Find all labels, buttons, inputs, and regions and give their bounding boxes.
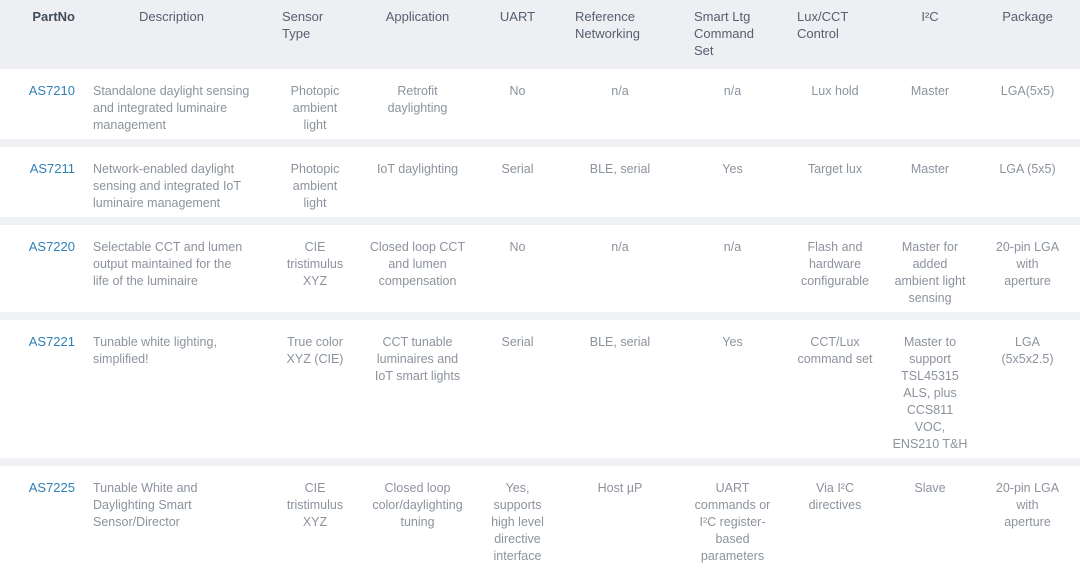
cell-application: IoT daylighting xyxy=(376,162,459,176)
cell-i2c: Slave xyxy=(914,481,946,495)
col-header-label: Package xyxy=(1002,9,1053,24)
cell-package: LGA (5x5) xyxy=(999,162,1056,176)
col-header-label: UART xyxy=(499,9,536,24)
cell-application: Closed loop CCT and lumen compensation xyxy=(369,240,466,288)
cell-smart-ltg-command-set: Yes xyxy=(722,162,743,176)
cell-sensor-type: CIE tristimulus XYZ xyxy=(286,481,344,529)
col-header-package: Package xyxy=(975,0,1080,69)
cell-description: Standalone daylight sensing and integrat… xyxy=(93,84,250,132)
cell-description: Tunable white lighting, simplified! xyxy=(93,335,217,366)
cell-uart: No xyxy=(509,84,526,98)
col-header-label: PartNo xyxy=(32,9,75,24)
cell-i2c: Master xyxy=(910,162,950,176)
table-body: AS7210 Standalone daylight sensing and i… xyxy=(0,69,1080,570)
cell-smart-ltg-command-set: UART commands or I²C register-based para… xyxy=(694,481,771,563)
cell-application: Retrofit daylighting xyxy=(387,84,448,115)
col-header-uart: UART xyxy=(475,0,560,69)
part-number-link[interactable]: AS7210 xyxy=(28,83,75,98)
col-header-smart-ltg-command-set: Smart Ltg Command Set xyxy=(680,0,785,69)
cell-package: 20-pin LGA with aperture xyxy=(995,481,1060,529)
cell-i2c: Master to support TSL45315 ALS, plus CCS… xyxy=(892,335,968,451)
cell-package: LGA (5x5x2.5) xyxy=(1001,335,1054,366)
col-header-i2c: I²C xyxy=(885,0,975,69)
cell-smart-ltg-command-set: n/a xyxy=(723,240,742,254)
cell-reference-networking: BLE, serial xyxy=(589,335,651,349)
col-header-application: Application xyxy=(360,0,475,69)
cell-partno: AS7221 xyxy=(0,316,85,462)
col-header-description: Description xyxy=(85,0,270,69)
col-header-label: Sensor Type xyxy=(282,9,324,41)
cell-partno: AS7225 xyxy=(0,462,85,570)
cell-description: Tunable White and Daylighting Smart Sens… xyxy=(93,481,198,529)
cell-reference-networking: n/a xyxy=(611,84,629,98)
cell-sensor-type: Photopic ambient light xyxy=(290,84,340,132)
cell-partno: AS7210 xyxy=(0,69,85,143)
col-header-sensor-type: Sensor Type xyxy=(270,0,360,69)
col-header-partno: PartNo xyxy=(0,0,85,69)
cell-description: Network-enabled daylight sensing and int… xyxy=(93,162,241,210)
col-header-reference-networking: Reference Networking xyxy=(560,0,680,69)
cell-smart-ltg-command-set: n/a xyxy=(723,84,742,98)
cell-uart: No xyxy=(509,240,526,254)
part-number-link[interactable]: AS7211 xyxy=(29,161,75,176)
cell-sensor-type: Photopic ambient light xyxy=(290,162,340,210)
part-number-link[interactable]: AS7225 xyxy=(28,480,75,495)
cell-smart-ltg-command-set: Yes xyxy=(722,335,743,349)
table-row-as7220: AS7220 Selectable CCT and lumen output m… xyxy=(0,221,1080,316)
table-row-as7210: AS7210 Standalone daylight sensing and i… xyxy=(0,69,1080,143)
table-row-as7221: AS7221 Tunable white lighting, simplifie… xyxy=(0,316,1080,462)
col-header-lux-cct-control: Lux/CCT Control xyxy=(785,0,885,69)
col-header-label: Reference Networking xyxy=(575,9,641,41)
col-header-label: Description xyxy=(138,9,205,24)
cell-lux-cct-control: Flash and hardware configurable xyxy=(800,240,870,288)
table-row-as7225: AS7225 Tunable White and Daylighting Sma… xyxy=(0,462,1080,570)
col-header-label: Smart Ltg Command Set xyxy=(694,9,754,58)
cell-lux-cct-control: Via I²C directives xyxy=(808,481,862,512)
cell-sensor-type: CIE tristimulus XYZ xyxy=(286,240,344,288)
col-header-label: Lux/CCT Control xyxy=(797,9,849,41)
cell-i2c: Master xyxy=(910,84,950,98)
col-header-label: Application xyxy=(385,9,450,24)
cell-package: 20-pin LGA with aperture xyxy=(995,240,1060,288)
cell-uart: Serial xyxy=(501,335,534,349)
cell-lux-cct-control: Target lux xyxy=(807,162,863,176)
part-number-link[interactable]: AS7220 xyxy=(28,239,75,254)
cell-reference-networking: BLE, serial xyxy=(589,162,651,176)
cell-reference-networking: Host µP xyxy=(597,481,643,495)
cell-partno: AS7211 xyxy=(0,143,85,221)
cell-reference-networking: n/a xyxy=(611,240,629,254)
cell-package: LGA(5x5) xyxy=(1000,84,1055,98)
table-header: PartNo Description Sensor Type Applicati… xyxy=(0,0,1080,69)
cell-i2c: Master for added ambient light sensing xyxy=(894,240,966,305)
cell-sensor-type: True color XYZ (CIE) xyxy=(286,335,344,366)
part-number-link[interactable]: AS7221 xyxy=(28,334,75,349)
cell-application: CCT tunable luminaires and IoT smart lig… xyxy=(374,335,461,383)
cell-description: Selectable CCT and lumen output maintain… xyxy=(93,240,243,288)
cell-uart: Yes, supports high level directive inter… xyxy=(491,481,544,563)
cell-uart: Serial xyxy=(501,162,534,176)
col-header-label: I²C xyxy=(921,9,939,24)
header-row: PartNo Description Sensor Type Applicati… xyxy=(0,0,1080,69)
cell-application: Closed loop color/daylighting tuning xyxy=(372,481,463,529)
table-row-as7211: AS7211 Network-enabled daylight sensing … xyxy=(0,143,1080,221)
cell-lux-cct-control: CCT/Lux command set xyxy=(797,335,873,366)
cell-lux-cct-control: Lux hold xyxy=(811,84,859,98)
cell-partno: AS7220 xyxy=(0,221,85,316)
